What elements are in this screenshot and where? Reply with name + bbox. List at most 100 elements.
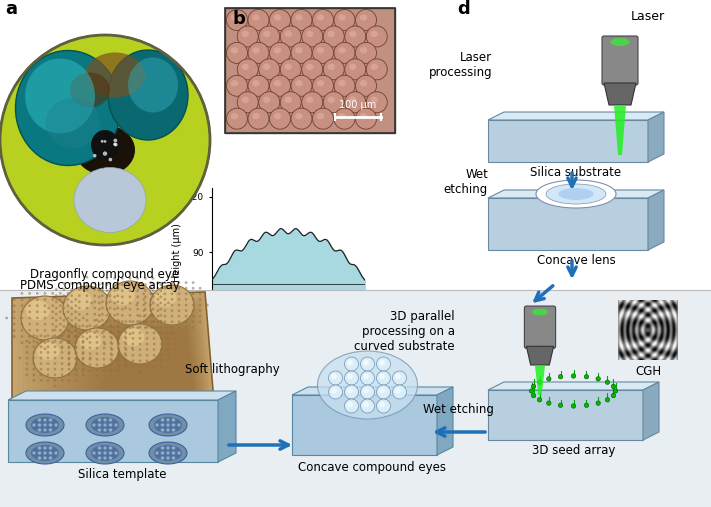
Circle shape bbox=[269, 10, 291, 30]
Ellipse shape bbox=[284, 31, 292, 37]
Ellipse shape bbox=[349, 96, 356, 103]
Ellipse shape bbox=[25, 58, 95, 133]
X-axis label: Position (μm): Position (μm) bbox=[256, 339, 321, 349]
Circle shape bbox=[259, 59, 279, 80]
Circle shape bbox=[93, 301, 96, 303]
Circle shape bbox=[102, 358, 105, 360]
Ellipse shape bbox=[91, 445, 119, 461]
Circle shape bbox=[117, 365, 120, 368]
Circle shape bbox=[51, 292, 54, 295]
Circle shape bbox=[144, 326, 146, 329]
Circle shape bbox=[144, 277, 146, 280]
Polygon shape bbox=[526, 346, 554, 365]
Circle shape bbox=[54, 423, 58, 427]
Circle shape bbox=[159, 320, 162, 323]
Circle shape bbox=[67, 335, 70, 338]
Circle shape bbox=[78, 294, 81, 297]
Ellipse shape bbox=[263, 31, 270, 37]
Circle shape bbox=[146, 354, 149, 356]
Circle shape bbox=[43, 428, 47, 432]
Circle shape bbox=[63, 313, 65, 315]
Circle shape bbox=[164, 320, 166, 323]
Circle shape bbox=[280, 59, 301, 80]
Text: 3D seed array: 3D seed array bbox=[532, 444, 615, 457]
Circle shape bbox=[75, 356, 77, 359]
Text: Concave compound eyes: Concave compound eyes bbox=[299, 461, 447, 474]
Circle shape bbox=[110, 354, 113, 356]
Circle shape bbox=[356, 43, 377, 63]
Circle shape bbox=[40, 362, 43, 365]
Text: 3D parallel
processing on a
curved substrate: 3D parallel processing on a curved subst… bbox=[354, 310, 455, 353]
Circle shape bbox=[199, 309, 201, 312]
Ellipse shape bbox=[108, 50, 188, 140]
Circle shape bbox=[13, 304, 16, 307]
Circle shape bbox=[82, 362, 85, 365]
Circle shape bbox=[151, 326, 154, 329]
Ellipse shape bbox=[21, 296, 69, 340]
Circle shape bbox=[51, 335, 54, 338]
Ellipse shape bbox=[263, 64, 270, 70]
Circle shape bbox=[48, 418, 53, 422]
Circle shape bbox=[21, 329, 23, 332]
Circle shape bbox=[60, 334, 63, 337]
Circle shape bbox=[101, 282, 104, 285]
Circle shape bbox=[110, 326, 113, 329]
Circle shape bbox=[113, 289, 116, 292]
Circle shape bbox=[26, 373, 28, 376]
Circle shape bbox=[68, 352, 70, 355]
Circle shape bbox=[97, 446, 101, 450]
Circle shape bbox=[98, 283, 101, 286]
Circle shape bbox=[538, 380, 542, 384]
Circle shape bbox=[46, 362, 49, 365]
Circle shape bbox=[345, 92, 365, 113]
Circle shape bbox=[237, 26, 258, 47]
Ellipse shape bbox=[295, 47, 303, 54]
Circle shape bbox=[105, 296, 108, 298]
Circle shape bbox=[33, 362, 36, 365]
Circle shape bbox=[109, 352, 112, 355]
Polygon shape bbox=[648, 112, 664, 162]
Circle shape bbox=[109, 294, 112, 297]
Circle shape bbox=[26, 340, 28, 343]
Circle shape bbox=[129, 283, 132, 286]
Circle shape bbox=[21, 323, 23, 325]
Circle shape bbox=[192, 281, 195, 284]
Circle shape bbox=[67, 292, 70, 295]
Circle shape bbox=[68, 347, 70, 349]
Circle shape bbox=[113, 283, 116, 286]
Circle shape bbox=[117, 330, 119, 333]
Circle shape bbox=[124, 364, 127, 366]
Circle shape bbox=[156, 304, 159, 306]
Circle shape bbox=[82, 345, 85, 348]
Circle shape bbox=[21, 304, 23, 307]
Circle shape bbox=[97, 423, 101, 427]
Circle shape bbox=[63, 288, 65, 291]
Circle shape bbox=[185, 326, 188, 329]
Circle shape bbox=[82, 330, 85, 333]
Circle shape bbox=[177, 451, 181, 455]
Circle shape bbox=[32, 423, 36, 427]
Circle shape bbox=[164, 298, 166, 301]
Ellipse shape bbox=[242, 96, 249, 103]
Circle shape bbox=[89, 347, 91, 349]
Circle shape bbox=[43, 286, 46, 288]
Circle shape bbox=[85, 276, 88, 279]
Circle shape bbox=[248, 75, 269, 96]
Circle shape bbox=[13, 310, 16, 313]
Circle shape bbox=[59, 304, 62, 307]
Ellipse shape bbox=[559, 188, 594, 200]
Ellipse shape bbox=[252, 47, 260, 54]
Circle shape bbox=[82, 340, 85, 343]
Circle shape bbox=[313, 10, 333, 30]
Circle shape bbox=[185, 309, 188, 312]
Circle shape bbox=[146, 359, 149, 362]
Circle shape bbox=[53, 329, 56, 332]
Ellipse shape bbox=[111, 285, 135, 305]
Circle shape bbox=[43, 329, 46, 332]
Circle shape bbox=[149, 320, 152, 323]
Circle shape bbox=[529, 389, 534, 393]
Circle shape bbox=[40, 345, 43, 348]
Circle shape bbox=[26, 345, 28, 348]
Circle shape bbox=[109, 369, 112, 372]
Circle shape bbox=[124, 332, 127, 334]
